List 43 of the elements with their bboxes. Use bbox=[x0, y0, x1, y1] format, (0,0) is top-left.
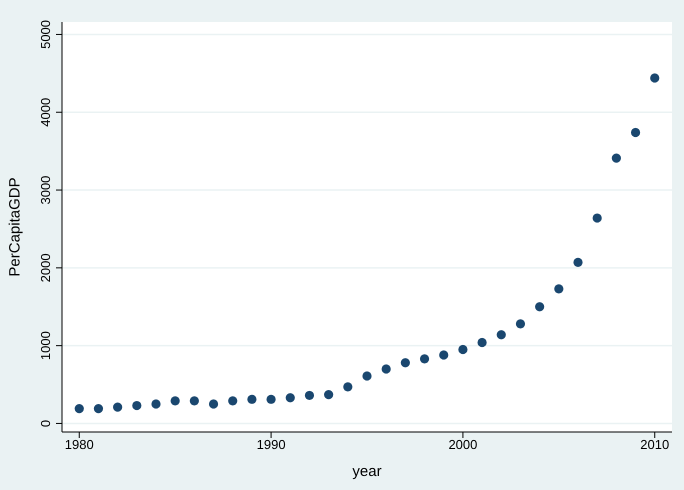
point bbox=[612, 154, 621, 163]
point bbox=[324, 390, 334, 400]
y-axis-title: PerCapitaGDP bbox=[6, 177, 24, 277]
point bbox=[630, 128, 640, 138]
point bbox=[286, 393, 295, 402]
point bbox=[496, 330, 506, 340]
point bbox=[132, 400, 142, 410]
point bbox=[535, 302, 544, 312]
point bbox=[477, 338, 487, 348]
point bbox=[458, 344, 468, 354]
y-tick-label: 4000 bbox=[38, 98, 53, 127]
y-tick-label: 1000 bbox=[38, 331, 53, 360]
y-tick-label: 3000 bbox=[38, 176, 53, 205]
y-tick-label: 2000 bbox=[38, 253, 53, 282]
x-axis-title: year bbox=[352, 463, 382, 480]
x-tick-label: 2010 bbox=[640, 437, 670, 452]
point bbox=[343, 382, 352, 392]
point bbox=[208, 399, 218, 409]
point bbox=[94, 404, 104, 414]
point bbox=[400, 358, 410, 368]
point bbox=[113, 402, 122, 412]
point bbox=[151, 399, 161, 409]
point bbox=[439, 350, 448, 360]
point bbox=[74, 404, 84, 414]
x-tick-label: 1980 bbox=[64, 437, 94, 452]
x-tick-label: 2000 bbox=[448, 437, 478, 452]
point bbox=[554, 284, 564, 294]
point bbox=[592, 213, 602, 223]
point bbox=[362, 371, 372, 381]
point bbox=[247, 394, 257, 404]
point bbox=[420, 354, 430, 364]
point bbox=[382, 364, 391, 374]
y-tick-label: 5000 bbox=[38, 20, 53, 49]
point bbox=[170, 396, 180, 406]
x-tick-label: 1990 bbox=[256, 437, 286, 452]
y-tick-label: 0 bbox=[38, 420, 53, 428]
point bbox=[650, 73, 660, 83]
point bbox=[516, 319, 526, 328]
point bbox=[573, 258, 583, 267]
point bbox=[228, 396, 238, 406]
point bbox=[190, 396, 199, 406]
point bbox=[304, 390, 314, 400]
point bbox=[266, 394, 276, 404]
